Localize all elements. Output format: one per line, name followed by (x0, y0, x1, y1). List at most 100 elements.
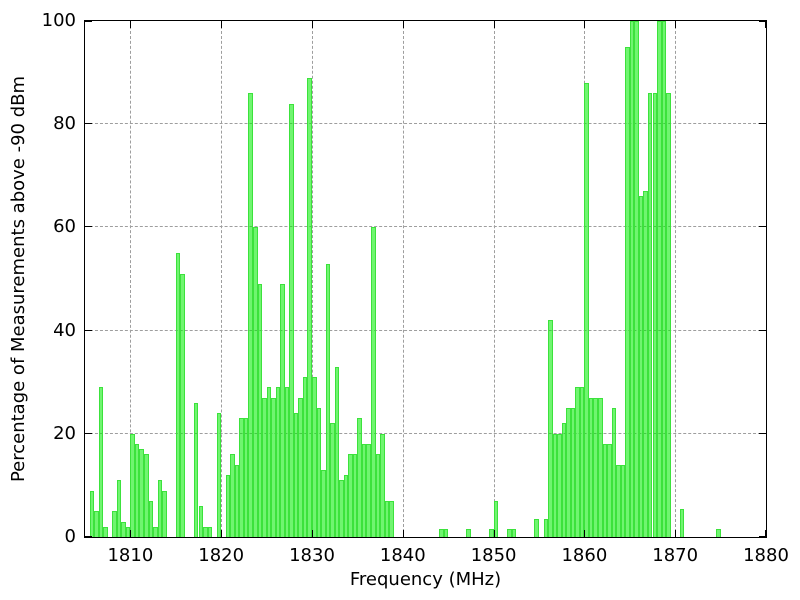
bar (511, 529, 517, 537)
bar (180, 273, 185, 537)
bar (125, 526, 131, 537)
x-tick-label: 1850 (470, 545, 517, 566)
tick-mark (584, 530, 586, 537)
y-tick-label: 0 (64, 526, 76, 547)
bar (634, 21, 639, 537)
tick-mark (85, 21, 92, 22)
bar (330, 423, 335, 537)
tick-mark (765, 530, 766, 537)
bar (293, 413, 299, 537)
bar (348, 454, 353, 537)
bar (271, 397, 276, 537)
tick-mark (85, 432, 92, 434)
gridline-y (85, 226, 766, 228)
bar (357, 418, 362, 537)
bar (225, 475, 231, 537)
bar (652, 93, 658, 537)
bar (625, 46, 630, 537)
bar (316, 408, 322, 537)
tick-mark (85, 329, 92, 331)
x-tick-label: 1840 (379, 545, 426, 566)
bar (325, 263, 331, 537)
bar (153, 526, 158, 537)
tick-mark (759, 536, 766, 537)
bar (661, 21, 667, 537)
bar (257, 284, 263, 537)
bar (439, 529, 444, 537)
bar (489, 529, 494, 537)
x-tick-label: 1880 (743, 545, 789, 566)
bar (312, 377, 317, 537)
tick-mark (759, 329, 766, 331)
bar (352, 454, 358, 537)
bar (234, 464, 240, 537)
tick-mark (85, 226, 92, 228)
bar (507, 529, 512, 537)
bar (552, 433, 558, 537)
bar (148, 500, 154, 537)
y-tick-label: 100 (41, 10, 76, 31)
x-tick-label: 1860 (561, 545, 608, 566)
plot-area (84, 20, 767, 538)
gridline-x (221, 21, 223, 537)
y-tick-label: 60 (53, 216, 76, 238)
bar (280, 284, 285, 537)
bar (157, 480, 163, 537)
bar (679, 508, 685, 537)
bar (371, 227, 376, 537)
tick-mark (759, 432, 766, 434)
bar (588, 397, 594, 537)
bar (607, 444, 612, 537)
tick-mark (759, 226, 766, 228)
gridline-x (402, 21, 404, 537)
bar (602, 444, 608, 537)
bar (289, 103, 294, 537)
bar (657, 21, 662, 537)
bar (579, 387, 585, 537)
y-tick-label: 80 (53, 113, 76, 135)
bar (638, 196, 644, 537)
bar (584, 82, 589, 537)
tick-mark (402, 21, 404, 28)
tick-mark (312, 21, 313, 28)
bar (666, 93, 671, 537)
bar (389, 500, 394, 537)
tick-mark (402, 530, 404, 537)
tick-mark (221, 21, 223, 28)
tick-mark (130, 21, 132, 28)
tick-mark (130, 530, 132, 537)
x-tick-label: 1870 (652, 545, 699, 566)
bar (302, 377, 308, 537)
bar (121, 521, 126, 537)
bar (575, 387, 580, 537)
bar (611, 408, 617, 537)
bar (134, 444, 140, 537)
bar (198, 506, 204, 537)
bar (366, 444, 371, 537)
x-tick-label: 1830 (289, 545, 335, 566)
bar (561, 423, 567, 537)
tick-mark (765, 21, 766, 28)
bar (375, 454, 381, 537)
tick-mark (675, 530, 677, 537)
bar (593, 397, 598, 537)
bar (175, 253, 181, 537)
bar (103, 526, 108, 537)
bar (334, 366, 340, 537)
bar (139, 449, 144, 537)
bar (534, 518, 539, 537)
bar (307, 77, 312, 537)
bar (620, 464, 626, 537)
bar (248, 93, 253, 537)
bar (262, 397, 267, 537)
gridline-y (85, 432, 766, 434)
tick-mark (85, 123, 92, 125)
bar (144, 454, 149, 537)
x-tick-label: 1820 (198, 545, 245, 566)
bar (298, 397, 303, 537)
bar (94, 511, 99, 537)
gridline-x (312, 21, 313, 537)
bar (339, 480, 344, 537)
tick-mark (493, 21, 495, 28)
